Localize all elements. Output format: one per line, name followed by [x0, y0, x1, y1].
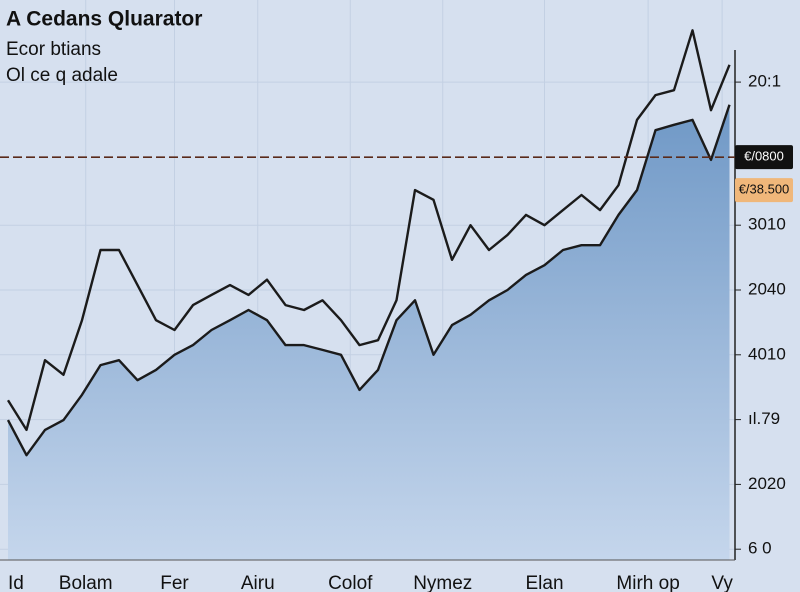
y-tick-label: 20:1: [748, 72, 781, 91]
chart-subtitle: Ol ce q adale: [6, 65, 118, 86]
y-tick-label: 6 0: [748, 539, 772, 558]
x-tick-label: Bolam: [59, 573, 113, 592]
annotation-label: €/38.500: [739, 182, 790, 197]
chart-subtitle: Ecor btians: [6, 39, 101, 60]
x-tick-label: Fer: [160, 573, 189, 592]
x-tick-label: Colof: [328, 573, 373, 592]
line: [6, 104, 731, 457]
annotation-box: [735, 178, 793, 203]
area: [8, 104, 730, 561]
x-tick-label: Mirh op: [616, 573, 679, 592]
x-tick-label: Elan: [525, 573, 563, 592]
line: [6, 29, 731, 432]
x-tick-label: Nymez: [413, 573, 472, 592]
y-tick-label: 2020: [748, 474, 786, 493]
x-tick-label: Vy: [711, 573, 733, 592]
annotation-box: [735, 145, 793, 170]
y-tick-label: ıl.79: [748, 409, 780, 428]
annotation-label: €/0800: [744, 149, 784, 164]
chart-title: A Cedans Qluarator: [6, 8, 202, 31]
x-tick-label: Airu: [241, 573, 275, 592]
x-tick-label: Id: [8, 573, 24, 592]
y-tick-label: 3010: [748, 215, 786, 234]
y-tick-label: 4010: [748, 344, 786, 363]
y-tick-label: 2040: [748, 279, 786, 298]
